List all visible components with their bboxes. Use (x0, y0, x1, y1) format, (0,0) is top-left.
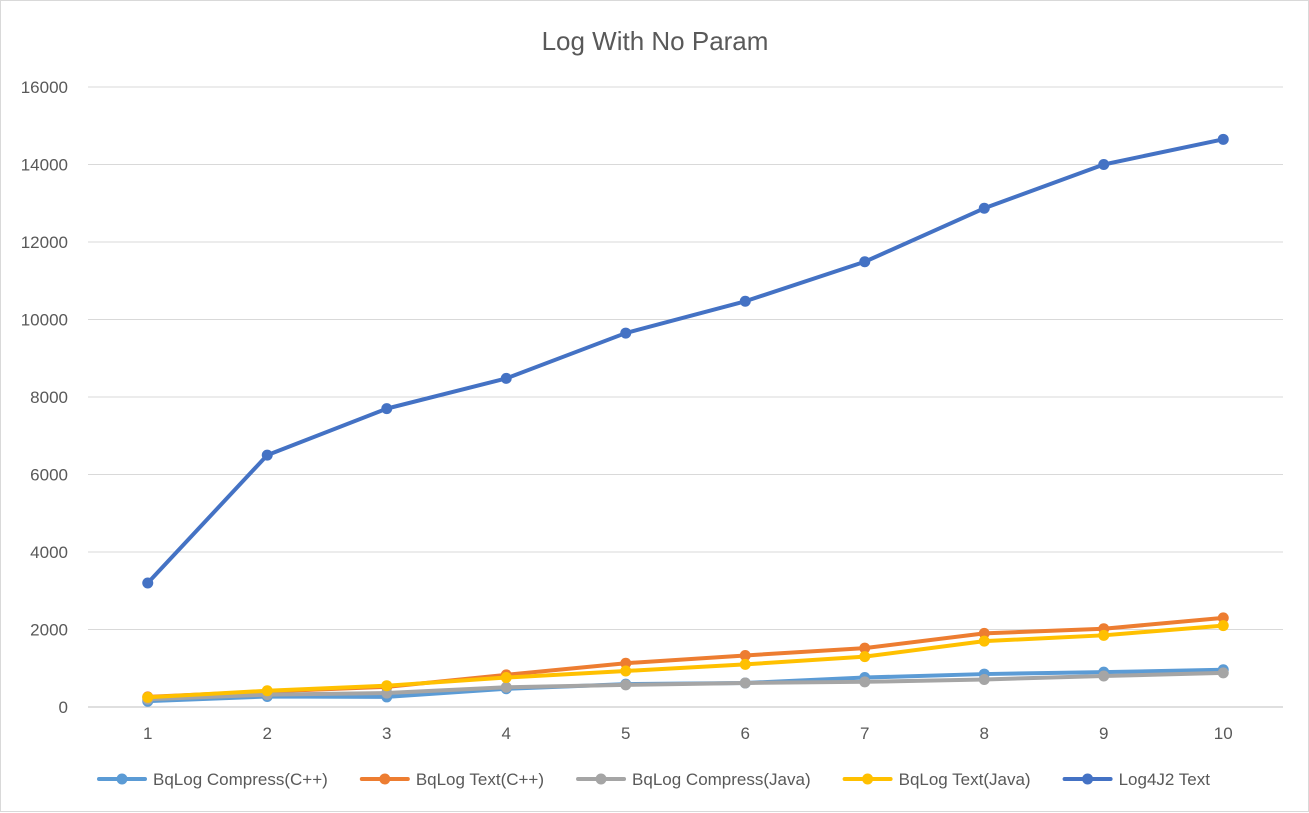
y-tick-label: 6000 (30, 466, 68, 485)
y-tick-label: 8000 (30, 388, 68, 407)
legend-marker (595, 773, 607, 785)
legend-marker (379, 773, 391, 785)
data-point (620, 679, 632, 691)
x-tick-label: 9 (1099, 724, 1108, 743)
data-point (978, 627, 990, 639)
data-point (978, 673, 990, 685)
data-point (1217, 612, 1229, 624)
data-point (859, 676, 871, 688)
legend-marker (1082, 773, 1094, 785)
data-point (739, 677, 751, 689)
x-axis-ticks: 1 2 3 4 5 6 7 8 9 10 (143, 724, 1233, 743)
y-tick-label: 10000 (21, 311, 68, 330)
legend-marker (862, 773, 874, 785)
legend-label: Log4J2 Text (1119, 770, 1211, 789)
y-tick-label: 12000 (21, 233, 68, 252)
data-point (620, 665, 632, 677)
data-point (1098, 159, 1110, 170)
x-tick-label: 8 (980, 724, 989, 743)
x-tick-label: 2 (263, 724, 272, 743)
data-point (381, 403, 393, 415)
legend-label: BqLog Compress(Java) (632, 770, 811, 789)
data-point (500, 681, 512, 693)
data-point (261, 449, 273, 461)
legend-label: BqLog Text(Java) (899, 770, 1031, 789)
legend-item: Log4J2 Text (1062, 770, 1211, 789)
series-4 (142, 620, 1229, 703)
data-point (142, 577, 154, 589)
y-tick-label: 2000 (30, 621, 68, 640)
data-point (261, 685, 273, 697)
x-tick-label: 4 (502, 724, 511, 743)
data-point (1217, 667, 1229, 679)
data-point (381, 680, 393, 692)
data-point (739, 658, 751, 670)
x-tick-label: 6 (741, 724, 750, 743)
x-tick-label: 10 (1214, 724, 1233, 743)
data-point (1098, 670, 1110, 682)
legend-label: BqLog Text(C++) (416, 770, 544, 789)
data-point (1098, 629, 1110, 641)
data-point (500, 672, 512, 684)
data-point (978, 202, 990, 214)
data-point (1217, 133, 1229, 145)
data-point (620, 657, 632, 669)
series-line (145, 137, 1226, 585)
data-point (1217, 620, 1229, 632)
data-point (500, 372, 512, 384)
y-tick-label: 16000 (21, 78, 68, 97)
series-5 (142, 133, 1229, 589)
legend-item: BqLog Compress(C++) (97, 770, 328, 789)
x-tick-label: 1 (143, 724, 152, 743)
data-point (859, 651, 871, 663)
legend: BqLog Compress(C++) BqLog Text(C++) BqLog … (97, 770, 1211, 789)
data-point (142, 691, 154, 703)
x-tick-label: 5 (621, 724, 630, 743)
y-tick-label: 14000 (21, 156, 68, 175)
y-axis-ticks: 0 2000 4000 6000 8000 10000 12000 14000 16000 (21, 78, 68, 717)
data-point (859, 642, 871, 654)
data-point (859, 256, 871, 268)
data-point (739, 649, 751, 661)
x-tick-label: 7 (860, 724, 869, 743)
legend-item: BqLog Compress(Java) (576, 770, 811, 789)
y-tick-label: 4000 (30, 543, 68, 562)
series-lines (142, 133, 1229, 707)
legend-item: BqLog Text(C++) (359, 770, 544, 789)
data-point (620, 327, 632, 339)
data-point (739, 295, 751, 307)
gridlines (88, 86, 1283, 708)
series-line (145, 670, 1226, 702)
y-tick-label: 0 (59, 698, 68, 717)
legend-marker (116, 773, 128, 785)
legend-label: BqLog Compress(C++) (153, 770, 328, 789)
x-tick-label: 3 (382, 724, 391, 743)
data-point (978, 635, 990, 647)
chart-title: Log With No Param (542, 26, 769, 56)
legend-item: BqLog Text(Java) (842, 770, 1031, 789)
series-line (145, 623, 1226, 700)
